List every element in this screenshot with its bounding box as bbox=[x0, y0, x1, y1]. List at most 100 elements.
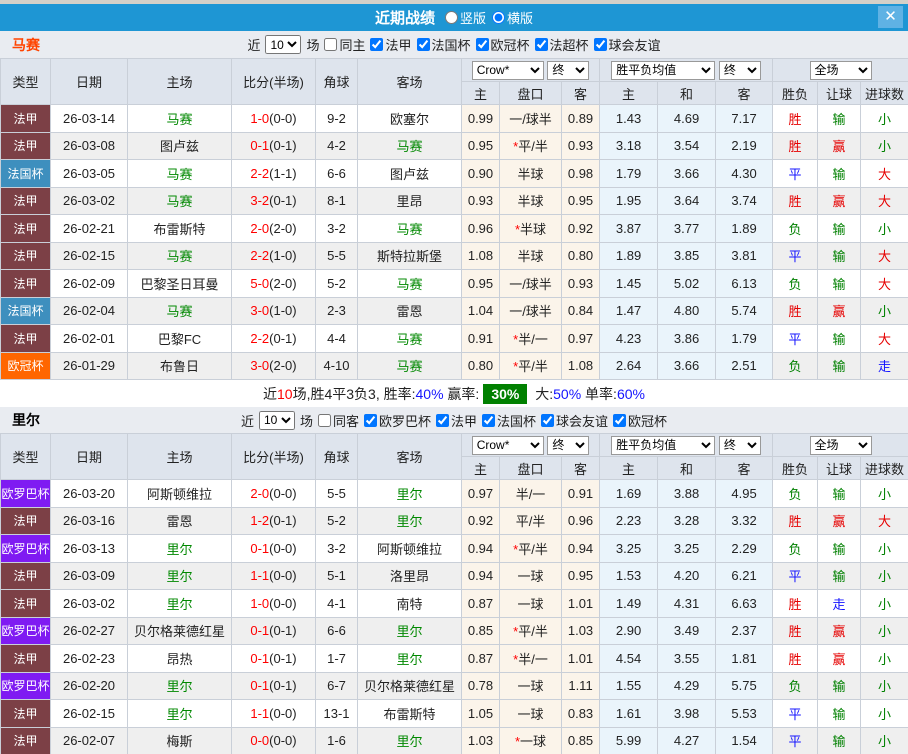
layout-option-horizontal[interactable]: 横版 bbox=[492, 8, 533, 27]
away-team: 南特 bbox=[357, 589, 462, 618]
result-winlose: 负 bbox=[772, 269, 819, 298]
mean-away: 5.74 bbox=[715, 296, 774, 325]
mean-away: 2.29 bbox=[715, 534, 774, 563]
filter-option-球会友谊[interactable]: 球会友谊 bbox=[541, 411, 608, 430]
match-date: 26-01-29 bbox=[50, 351, 128, 380]
odds-company-select-1[interactable]: Crow* bbox=[471, 435, 544, 455]
away-team: 马赛 bbox=[357, 269, 462, 298]
filter-checkbox[interactable] bbox=[436, 413, 449, 427]
filter-checkbox[interactable] bbox=[593, 38, 607, 51]
match-date: 26-02-27 bbox=[50, 616, 128, 645]
filter-option-同客[interactable]: 同客 bbox=[317, 411, 359, 430]
window-top-border bbox=[0, 0, 908, 4]
summary-part: 50% bbox=[553, 385, 582, 402]
summary-part: 单率: bbox=[581, 385, 617, 402]
summary-part: 赢率: bbox=[443, 385, 480, 402]
filter-option-法国杯[interactable]: 法国杯 bbox=[482, 411, 536, 430]
odds-final-select-0[interactable]: 终 bbox=[547, 60, 590, 80]
filter-checkbox[interactable] bbox=[324, 38, 338, 51]
filter-checkbox[interactable] bbox=[534, 38, 548, 51]
home-team: 马赛 bbox=[127, 159, 232, 188]
mean-final-select-0[interactable]: 终 bbox=[718, 60, 761, 80]
filter-checkbox[interactable] bbox=[363, 413, 377, 427]
result-winlose: 负 bbox=[772, 671, 819, 700]
home-odds: 1.05 bbox=[461, 699, 500, 728]
match-row: 法甲 26-02-21 布雷斯特 2-0(2-0) 3-2 马赛 0.96 *半球 0.92 3.… bbox=[0, 214, 908, 243]
match-score: 0-1(0-1) bbox=[231, 131, 316, 160]
filter-checkbox[interactable] bbox=[613, 413, 627, 427]
result-handicap: 输 bbox=[817, 159, 862, 188]
filter-option-法甲[interactable]: 法甲 bbox=[436, 411, 477, 430]
mean-home: 4.54 bbox=[599, 644, 659, 673]
mean-away: 1.81 bbox=[715, 644, 774, 673]
horizontal-radio[interactable] bbox=[492, 11, 505, 24]
filter-checkbox[interactable] bbox=[482, 413, 496, 427]
summary-part: 60% bbox=[616, 385, 645, 402]
result-winlose: 胜 bbox=[772, 104, 819, 133]
mean-away: 5.53 bbox=[715, 699, 774, 728]
filter-option-球会友谊[interactable]: 球会友谊 bbox=[593, 35, 661, 54]
home-team: 梅斯 bbox=[127, 726, 232, 754]
competition-badge: 法甲 bbox=[0, 324, 51, 353]
competition-badge: 欧罗巴杯 bbox=[0, 479, 51, 508]
fulltime-select-0[interactable]: 全场 bbox=[809, 60, 872, 80]
match-tbody-1: 欧罗巴杯 26-03-20 阿斯顿维拉 2-0(0-0) 5-5 里尔 0.97 半/一 0.9… bbox=[0, 479, 908, 754]
result-goals: 小 bbox=[860, 726, 908, 754]
match-row: 法甲 26-03-02 马赛 3-2(0-1) 8-1 里昂 0.93 半球 0.95 1.95 3… bbox=[0, 186, 908, 215]
match-count-select-0[interactable]: 10 bbox=[265, 35, 302, 54]
mean-home: 3.25 bbox=[599, 534, 659, 563]
layout-option-vertical[interactable]: 竖版 bbox=[444, 8, 486, 27]
home-team: 里尔 bbox=[127, 534, 232, 563]
mean-final-select-1[interactable]: 终 bbox=[718, 435, 761, 455]
filter-checkbox[interactable] bbox=[370, 38, 384, 51]
corner-count: 3-2 bbox=[315, 214, 358, 243]
match-date: 26-03-16 bbox=[50, 506, 128, 535]
filter-option-法超杯[interactable]: 法超杯 bbox=[534, 35, 589, 54]
filter-option-欧罗巴杯[interactable]: 欧罗巴杯 bbox=[363, 411, 431, 430]
result-handicap: 输 bbox=[817, 324, 862, 353]
filter-checkbox[interactable] bbox=[317, 413, 331, 427]
filter-checkbox[interactable] bbox=[541, 413, 555, 427]
result-winlose: 胜 bbox=[772, 131, 819, 160]
mean-home: 2.23 bbox=[599, 506, 659, 535]
handicap-line: 一球 bbox=[499, 671, 562, 700]
filter-option-欧冠杯[interactable]: 欧冠杯 bbox=[613, 411, 667, 430]
filter-checkbox[interactable] bbox=[475, 38, 489, 51]
filter-option-法国杯[interactable]: 法国杯 bbox=[416, 35, 471, 54]
odds-final-select-1[interactable]: 终 bbox=[547, 435, 590, 455]
mean-select-0[interactable]: 胜平负均值 bbox=[611, 60, 716, 80]
away-team: 马赛 bbox=[357, 324, 462, 353]
competition-badge: 欧罗巴杯 bbox=[0, 671, 51, 700]
mean-select-1[interactable]: 胜平负均值 bbox=[611, 435, 716, 455]
mean-draw: 5.02 bbox=[657, 269, 717, 298]
filter-option-欧冠杯[interactable]: 欧冠杯 bbox=[475, 35, 530, 54]
home-team: 巴黎圣日耳曼 bbox=[127, 269, 232, 298]
match-score: 3-2(0-1) bbox=[231, 186, 316, 215]
col-odds-away: 客 bbox=[560, 81, 601, 105]
home-team: 马赛 bbox=[127, 104, 232, 133]
mean-draw: 3.28 bbox=[657, 506, 717, 535]
vertical-radio[interactable] bbox=[444, 11, 458, 24]
mean-home: 5.99 bbox=[599, 726, 659, 754]
close-icon[interactable]: ✕ bbox=[878, 6, 903, 28]
odds-group-header: Crow* 终 bbox=[460, 58, 601, 82]
away-odds: 0.97 bbox=[560, 324, 601, 353]
competition-badge: 法甲 bbox=[0, 104, 51, 133]
match-date: 26-02-15 bbox=[50, 241, 128, 270]
home-team: 马赛 bbox=[127, 296, 232, 325]
match-row: 欧冠杯 26-01-29 布鲁日 3-0(2-0) 4-10 马赛 0.80 *平/半 1.08… bbox=[0, 351, 908, 380]
filter-checkbox[interactable] bbox=[416, 38, 430, 51]
filter-option-同主[interactable]: 同主 bbox=[324, 35, 365, 54]
filter-option-法甲[interactable]: 法甲 bbox=[370, 35, 412, 54]
match-score: 2-2(0-1) bbox=[231, 324, 316, 353]
matches-table-lille: 类型 日期 主场 比分(半场) 角球 客场 Crow* 终 胜平负均值 终 全场… bbox=[0, 433, 908, 754]
result-goals: 大 bbox=[860, 186, 908, 215]
fulltime-select-1[interactable]: 全场 bbox=[809, 435, 872, 455]
result-goals: 大 bbox=[860, 241, 908, 270]
handicap-line: 一球 bbox=[499, 699, 562, 728]
odds-company-select-0[interactable]: Crow* bbox=[471, 60, 544, 80]
col-type: 类型 bbox=[0, 58, 51, 105]
home-team: 马赛 bbox=[127, 241, 232, 270]
corner-count: 5-1 bbox=[315, 561, 358, 590]
match-count-select-1[interactable]: 10 bbox=[258, 410, 295, 430]
